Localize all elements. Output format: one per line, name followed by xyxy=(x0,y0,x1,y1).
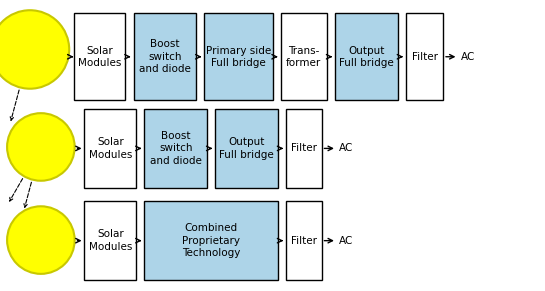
Bar xyxy=(406,13,443,100)
Text: Solar
Modules: Solar Modules xyxy=(78,46,121,68)
Bar xyxy=(84,201,136,280)
Bar xyxy=(215,109,278,188)
Text: Filter: Filter xyxy=(291,236,317,246)
Bar xyxy=(74,13,125,100)
Text: Solar
Modules: Solar Modules xyxy=(89,137,132,159)
Text: Primary side
Full bridge: Primary side Full bridge xyxy=(206,46,271,68)
Text: Boost
switch
and diode: Boost switch and diode xyxy=(150,131,202,166)
Bar xyxy=(281,13,327,100)
Text: Boost
switch
and diode: Boost switch and diode xyxy=(139,39,191,74)
Bar xyxy=(144,109,207,188)
Text: AC: AC xyxy=(339,143,353,153)
Text: Filter: Filter xyxy=(411,52,438,62)
Bar xyxy=(204,13,272,100)
Ellipse shape xyxy=(7,113,75,181)
Text: Combined
Proprietary
Technology: Combined Proprietary Technology xyxy=(182,223,240,258)
Bar xyxy=(134,13,196,100)
Text: Trans-
former: Trans- former xyxy=(286,46,322,68)
Text: Output
Full bridge: Output Full bridge xyxy=(339,46,394,68)
Bar xyxy=(144,201,278,280)
Text: Output
Full bridge: Output Full bridge xyxy=(219,137,274,159)
Bar xyxy=(335,13,398,100)
Bar xyxy=(286,201,322,280)
Ellipse shape xyxy=(0,10,69,89)
Ellipse shape xyxy=(7,206,75,274)
Text: AC: AC xyxy=(339,236,353,246)
Text: Filter: Filter xyxy=(291,143,317,153)
Bar xyxy=(84,109,136,188)
Text: AC: AC xyxy=(461,52,475,62)
Bar xyxy=(286,109,322,188)
Text: Solar
Modules: Solar Modules xyxy=(89,230,132,252)
